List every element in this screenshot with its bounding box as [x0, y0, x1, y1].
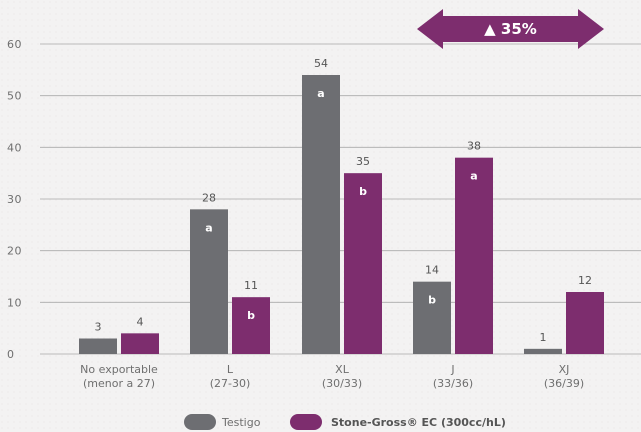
- bar-testigo: [79, 338, 117, 354]
- bar-testigo: [302, 75, 340, 354]
- legend: Testigo Stone-Gross® EC (300cc/hL): [184, 414, 506, 430]
- x-tick-label: XL: [335, 363, 350, 376]
- y-axis: 0 10 20 30 40 50 60: [7, 38, 22, 361]
- value-label: 35: [356, 155, 370, 168]
- y-tick-label: 40: [7, 141, 22, 154]
- significance-letter: b: [247, 309, 255, 322]
- significance-letter: a: [205, 221, 212, 234]
- x-tick-label: XJ: [559, 363, 570, 376]
- bar-stone-gross: [566, 292, 604, 354]
- annotation-label: ▲ 35%: [484, 20, 537, 38]
- y-tick-label: 30: [7, 193, 22, 206]
- value-label: 1: [540, 331, 547, 344]
- x-tick-label: No exportable: [80, 363, 158, 376]
- significance-letter: b: [359, 185, 367, 198]
- value-label: 14: [425, 264, 439, 277]
- y-tick-label: 0: [7, 348, 15, 361]
- x-tick-label: J: [450, 363, 454, 376]
- bar-testigo: [524, 348, 562, 354]
- significance-letter: a: [317, 87, 324, 100]
- bar-stone-gross: [121, 333, 159, 354]
- x-tick-label: (36/39): [544, 377, 584, 390]
- value-label: 28: [202, 191, 216, 204]
- y-tick-label: 50: [7, 90, 22, 103]
- bar-testigo: [413, 281, 451, 354]
- x-axis: No exportable(menor a 27) L(27-30) XL(30/3…: [80, 363, 584, 390]
- bar-testigo: [190, 209, 228, 354]
- x-tick-label: L: [227, 363, 234, 376]
- value-label: 54: [314, 57, 328, 70]
- bar-stone-gross: [344, 173, 382, 354]
- significance-letter: b: [428, 294, 436, 307]
- legend-label: Stone-Gross® EC (300cc/hL): [331, 416, 506, 429]
- bar-stone-gross: [232, 297, 270, 354]
- legend-swatch: [184, 414, 216, 430]
- x-tick-label: (27-30): [210, 377, 251, 390]
- significance-letter: a: [470, 170, 477, 183]
- y-tick-label: 60: [7, 38, 22, 51]
- legend-label: Testigo: [221, 416, 261, 429]
- y-tick-label: 10: [7, 296, 22, 309]
- x-tick-label: (33/36): [433, 377, 473, 390]
- x-tick-label: (menor a 27): [83, 377, 155, 390]
- value-label: 38: [467, 140, 481, 153]
- legend-swatch: [290, 414, 322, 430]
- value-label: 11: [244, 279, 258, 292]
- value-label: 3: [95, 321, 102, 334]
- x-tick-label: (30/33): [322, 377, 362, 390]
- annotation: ▲ 35%: [417, 9, 604, 49]
- value-label: 4: [137, 315, 144, 328]
- double-arrow-icon: [417, 9, 604, 49]
- y-tick-label: 20: [7, 245, 22, 258]
- value-label: 12: [578, 274, 592, 287]
- bar-stone-gross: [455, 157, 493, 354]
